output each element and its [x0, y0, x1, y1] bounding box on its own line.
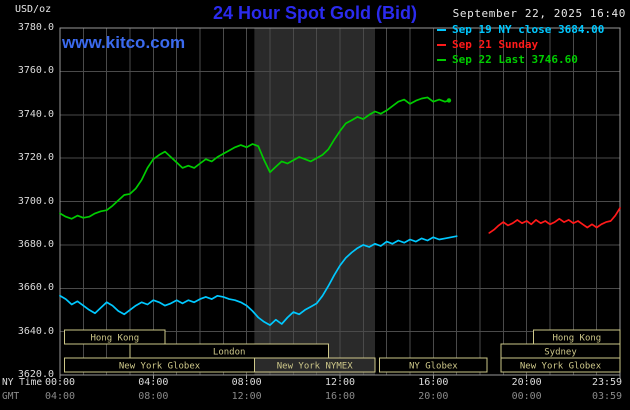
x-axis-label-gmt: 12:00 [231, 391, 262, 402]
x-axis-row2-title: GMT [2, 391, 20, 402]
market-session-label: Hong Kong [552, 334, 601, 344]
y-axis-label: 3760.0 [17, 65, 54, 77]
market-session-label: Sydney [544, 348, 577, 358]
market-session-box [64, 329, 166, 345]
market-session-label: NY Globex [409, 362, 458, 372]
market-session-box [500, 357, 621, 373]
y-axis-label: 3640.0 [17, 325, 54, 337]
x-axis-label-gmt: 00:00 [511, 391, 542, 402]
x-axis-label-ny: 04:00 [138, 377, 169, 388]
market-session-label: New York Globex [520, 362, 602, 372]
market-session-label: Hong Kong [90, 334, 139, 344]
legend-label: Sep 19 NY close 3684.00 [452, 23, 605, 36]
y-axis-label: 3740.0 [17, 108, 54, 120]
x-axis-label-gmt: 03:59 [591, 391, 623, 402]
last-price-dot [446, 98, 452, 103]
legend-row: Sep 19 NY close 3684.00 [437, 22, 604, 37]
chart-title: 24 Hour Spot Gold (Bid) [213, 3, 417, 23]
x-axis-label-ny: 16:00 [418, 377, 449, 388]
y-axis-label: 3660.0 [17, 282, 54, 294]
x-axis-label-ny: 12:00 [324, 377, 356, 388]
legend-dash-icon [437, 44, 446, 46]
y-axis-label: 3720.0 [17, 152, 54, 164]
y-axis-label: 3700.0 [17, 195, 54, 207]
legend-label: Sep 21 Sunday [452, 38, 539, 51]
legend-label: Sep 22 Last 3746.60 [452, 53, 578, 66]
market-session-label: New York NYMEX [277, 362, 353, 372]
x-axis-label-gmt: 16:00 [324, 391, 356, 402]
legend-dash-icon [437, 59, 446, 61]
x-axis-label-gmt: 08:00 [138, 391, 169, 402]
chart-datetime: September 22, 2025 16:40 [452, 7, 626, 20]
kitco-link[interactable]: www.kitco.com [62, 33, 186, 52]
y-axis-label: 3620.0 [17, 369, 54, 380]
x-axis-label-ny: 23:59 [591, 377, 623, 388]
legend-row: Sep 21 Sunday [437, 37, 604, 52]
x-axis-label-ny: 08:00 [231, 377, 262, 388]
x-axis-label-ny: 20:00 [511, 377, 542, 388]
price-line-sep21 [488, 207, 621, 234]
y-axis-units-label: USD/oz [15, 4, 52, 15]
legend-row: Sep 22 Last 3746.60 [437, 52, 604, 67]
chart-legend: Sep 19 NY close 3684.00 Sep 21 Sunday Sep … [437, 22, 604, 67]
x-axis-row1-title: NY Time [2, 377, 43, 388]
market-session-box [253, 357, 376, 373]
market-session-label: New York Globex [119, 362, 201, 372]
price-line-sep22 [59, 96, 450, 220]
price-line-sep19 [59, 235, 458, 326]
market-session-box [379, 357, 488, 373]
legend-dash-icon [437, 29, 446, 31]
x-axis-label-gmt: 04:00 [44, 391, 76, 402]
y-axis-label: 3680.0 [17, 238, 54, 250]
market-session-label: London [213, 348, 246, 358]
x-axis-label-gmt: 20:00 [418, 391, 449, 402]
y-axis-label: 3780.0 [17, 22, 54, 33]
x-axis-label-ny: 00:00 [44, 377, 76, 388]
